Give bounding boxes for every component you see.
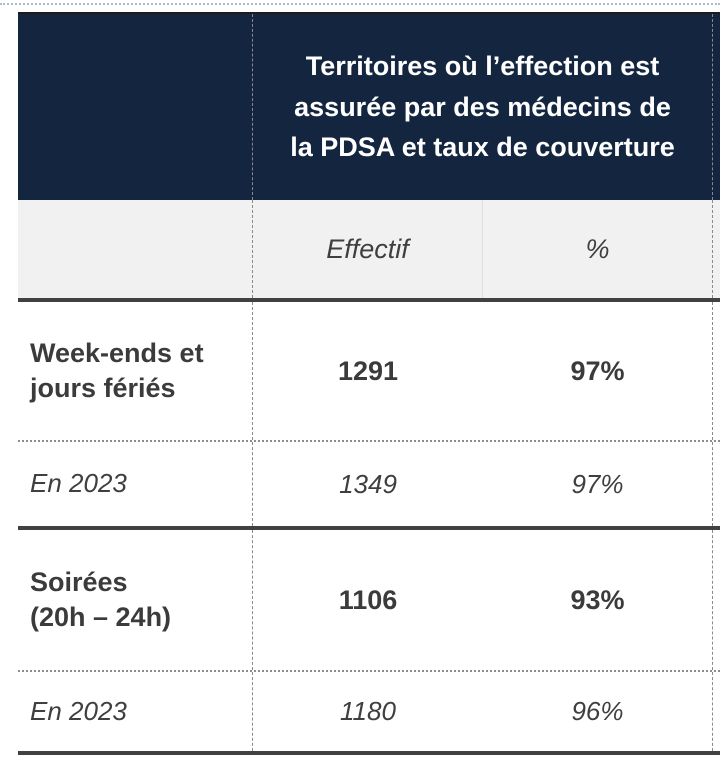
effectif-value: 1349 [252,442,483,526]
column-header-effectif: Effectif [252,200,483,298]
table-row-weekends-2023: En 2023 1349 97% [18,442,720,526]
page-top-dotted-rule [0,3,720,5]
column-header-percent: % [483,200,713,298]
effectif-value: 1106 [252,530,483,670]
row-clipped-strip [713,442,720,526]
header-clipped-strip [713,14,720,200]
table-row-soirees: Soirées (20h – 24h) 1106 93% [18,530,720,670]
row-label: En 2023 [30,468,127,499]
table-header-row: Territoires où l’effection est assurée p… [18,14,720,200]
heavy-rule [18,298,720,302]
heavy-rule-bottom [18,751,720,755]
header-empty-cell [18,14,252,200]
percent-value: 96% [483,672,713,751]
percent-value: 93% [483,530,713,670]
percent-value: 97% [483,442,713,526]
table-title-cell: Territoires où l’effection est assurée p… [252,14,713,200]
dotted-rule [18,670,720,672]
row-label: En 2023 [30,695,127,726]
percent-value: 97% [483,302,713,440]
row-clipped-strip [713,530,720,670]
row-label: Soirées (20h – 24h) [30,566,172,632]
heavy-rule [18,526,720,530]
table-title: Territoires où l’effection est assurée p… [290,51,675,163]
effectif-value: 1180 [252,672,483,751]
pdsa-coverage-table: Territoires où l’effection est assurée p… [18,12,720,755]
table-row-soirees-2023: En 2023 1180 96% [18,672,720,751]
effectif-value: 1291 [252,302,483,440]
table-row-weekends: Week-ends et jours fériés 1291 97% [18,302,720,440]
row-clipped-strip [713,672,720,751]
subheader-clipped-strip [713,200,720,298]
row-clipped-strip [713,302,720,440]
dotted-rule [18,440,720,442]
subheader-empty-cell [18,200,252,298]
row-label: Week-ends et jours fériés [30,337,204,403]
table-subheader-row: Effectif % [18,200,720,298]
